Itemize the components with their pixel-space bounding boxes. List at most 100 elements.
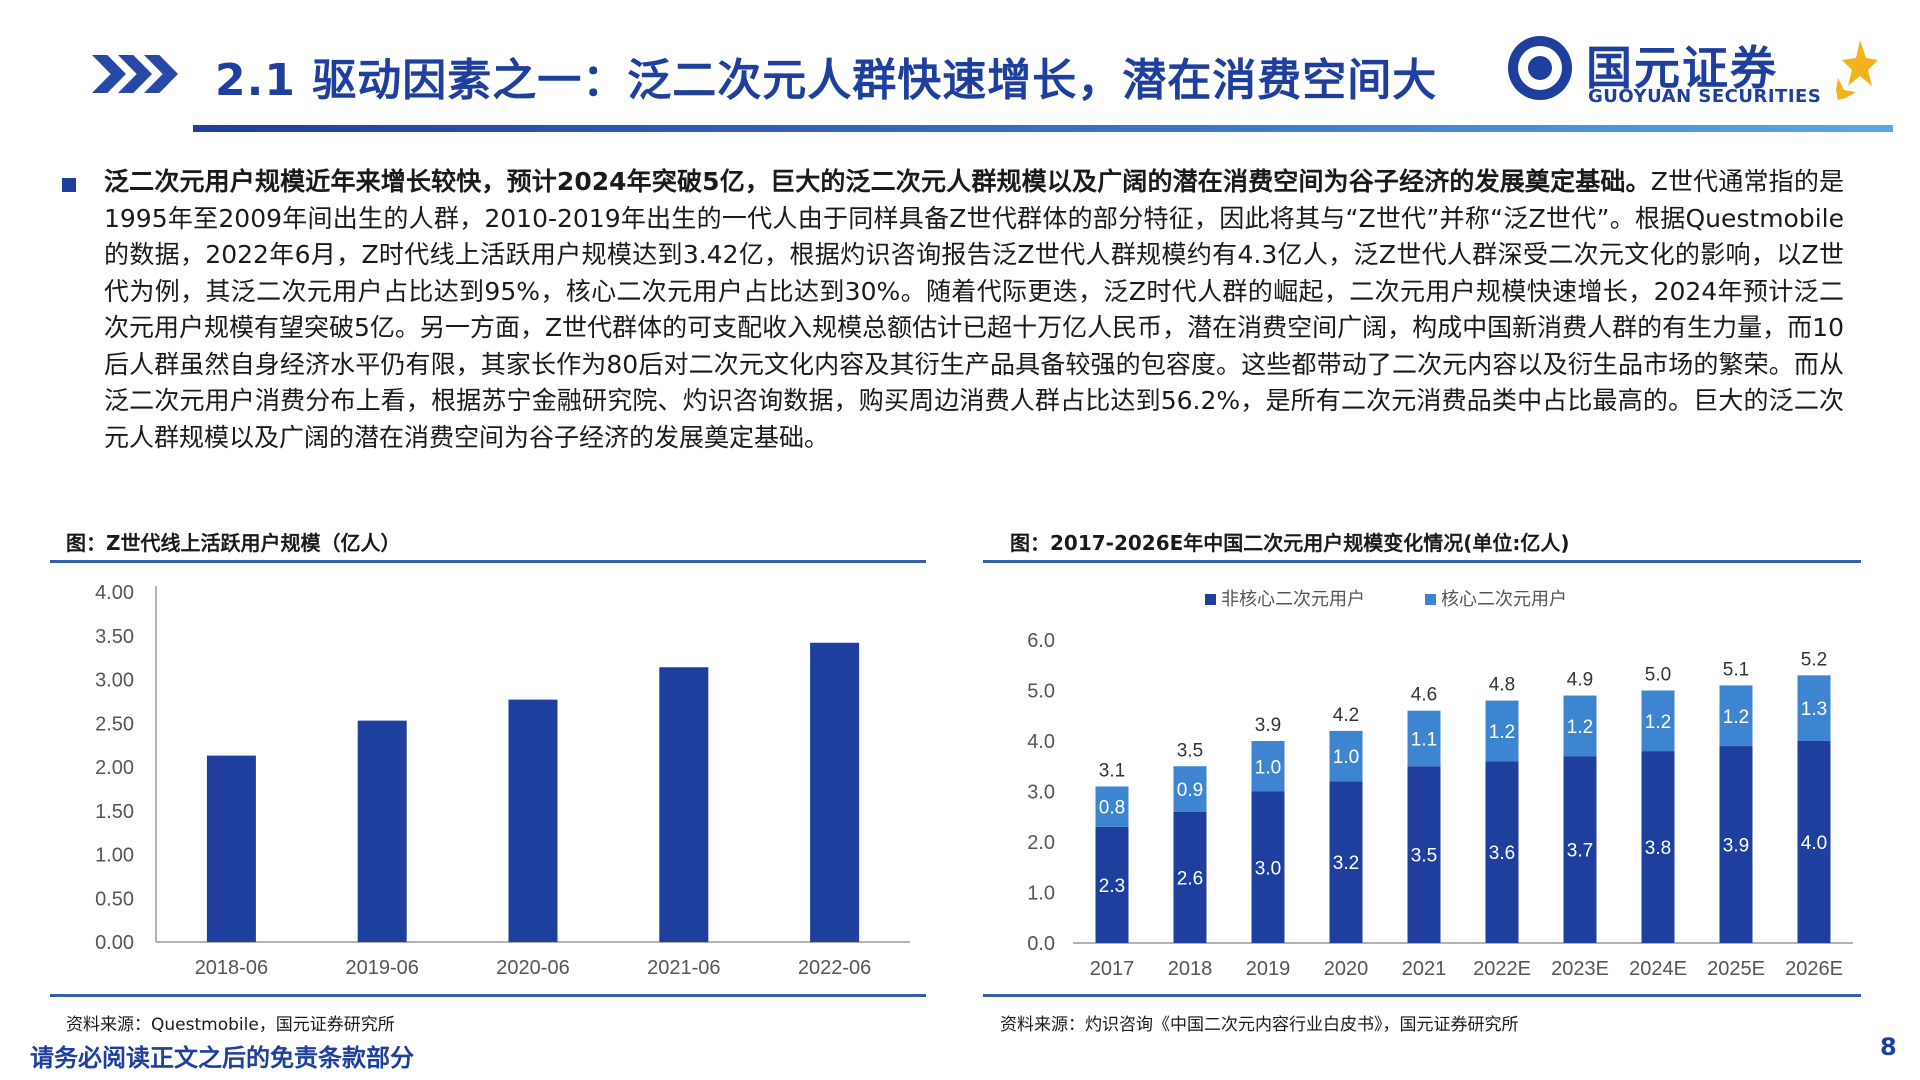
- bullet-square-icon: [62, 178, 76, 192]
- logo-name-cn: 国元证券: [1586, 41, 1778, 95]
- bar-segment-label: 1.2: [1645, 712, 1671, 733]
- bar-total-label: 3.9: [1255, 715, 1281, 736]
- right-chart: 非核心二次元用户 核心二次元用户 0.0 1.0 2.0 3.0 4.0 5.0 6.0 2.3 0…: [1027, 589, 1853, 980]
- x-tick-label: 2023E: [1551, 958, 1609, 980]
- stacked-bar-segment: [1095, 826, 1129, 943]
- bar-segment-label: 1.1: [1411, 729, 1437, 750]
- x-tick-label: 2018: [1168, 958, 1213, 980]
- y-tick-label: 1.00: [95, 845, 134, 867]
- x-tick-label: 2025E: [1707, 958, 1765, 980]
- logo-name-en: GUOYUAN SECURITIES: [1588, 86, 1822, 107]
- company-logo: 国元证券 GUOYUAN SECURITIES: [1508, 34, 1878, 114]
- y-tick-label: 2.0: [1027, 832, 1055, 854]
- y-tick-label: 1.0: [1027, 883, 1055, 905]
- right-chart-source: 资料来源：灼识咨询《中国二次元内容行业白皮书》，国元证券研究所: [1000, 1015, 1519, 1035]
- y-tick-label: 1.50: [95, 801, 134, 823]
- page-number: 8: [1880, 1033, 1897, 1061]
- stacked-bar-segment: [1719, 746, 1753, 943]
- stacked-bar-segment: [1641, 690, 1675, 752]
- x-tick-label: 2017: [1090, 958, 1135, 980]
- bar-segment-label: 0.8: [1099, 798, 1125, 819]
- logo-mark-icon: [1508, 36, 1572, 100]
- bar-segment-label: 1.0: [1255, 757, 1281, 778]
- y-tick-label: 3.00: [95, 670, 134, 692]
- x-tick-label: 2024E: [1629, 958, 1687, 980]
- bar-segment-label: 2.6: [1177, 868, 1203, 889]
- y-tick-label: 2.00: [95, 757, 134, 779]
- bar-segment-label: 3.6: [1489, 843, 1515, 864]
- title-chevrons: [92, 55, 178, 93]
- y-tick-label: 3.0: [1027, 782, 1055, 804]
- bar-total-label: 4.6: [1411, 685, 1437, 706]
- bar: [659, 667, 709, 942]
- bar-segment-label: 4.0: [1801, 833, 1827, 854]
- left-chart-bottom-rule: [50, 994, 926, 997]
- title-rule: [193, 125, 1893, 132]
- page-title: 2.1 驱动因素之一：泛二次元人群快速增长，潜在消费空间大: [215, 55, 1438, 106]
- right-chart-caption: 图：2017-2026E年中国二次元用户规模变化情况(单位:亿人): [1010, 531, 1570, 555]
- stacked-bar-segment: [1407, 710, 1441, 767]
- bar-segment-label: 2.3: [1099, 876, 1125, 897]
- stacked-bar-segment: [1563, 756, 1597, 943]
- bar-total-label: 4.9: [1567, 670, 1593, 691]
- bar-segment-label: 3.2: [1333, 853, 1359, 874]
- bar-segment-label: 3.0: [1255, 858, 1281, 879]
- bar-total-label: 4.2: [1333, 705, 1359, 726]
- left-chart-caption: 图：Z世代线上活跃用户规模（亿人）: [66, 531, 401, 555]
- x-tick-label: 2020: [1324, 958, 1369, 980]
- bar-total-label: 3.5: [1177, 740, 1203, 761]
- x-tick-label: 2022E: [1473, 958, 1531, 980]
- x-tick-label: 2021-06: [647, 957, 720, 979]
- legend-label: 核心二次元用户: [1441, 589, 1567, 609]
- bar-total-label: 5.1: [1723, 659, 1749, 680]
- bar: [508, 699, 558, 942]
- left-chart: 0.00 0.50 1.00 1.50 2.00 2.50 3.00 3.50 4.00 2018…: [95, 582, 910, 979]
- legend-swatch: [1425, 594, 1436, 605]
- legend-label: 非核心二次元用户: [1221, 589, 1365, 609]
- bar-total-label: 5.0: [1645, 665, 1671, 686]
- x-tick-label: 2019-06: [345, 957, 418, 979]
- left-chart-rule: [50, 560, 926, 563]
- x-tick-label: 2019: [1246, 958, 1291, 980]
- bar: [357, 720, 407, 942]
- stacked-bar-segment: [1407, 766, 1441, 943]
- legend-swatch: [1205, 594, 1216, 605]
- stacked-bar-segment: [1251, 741, 1285, 792]
- y-tick-label: 6.0: [1027, 630, 1055, 652]
- x-tick-label: 2026E: [1785, 958, 1843, 980]
- stacked-bar-segment: [1173, 766, 1207, 812]
- bar-segment-label: 1.3: [1801, 699, 1827, 720]
- bar: [810, 642, 860, 942]
- bar-total-label: 3.1: [1099, 760, 1125, 781]
- chevron-right-icon: [92, 55, 126, 93]
- stacked-bar-segment: [1563, 695, 1597, 757]
- bar-segment-label: 3.7: [1567, 841, 1593, 862]
- bar: [206, 755, 256, 942]
- stacked-bar-segment: [1329, 730, 1363, 782]
- bar-total-label: 4.8: [1489, 675, 1515, 696]
- logo-star-icon: [1836, 40, 1878, 100]
- y-tick-label: 4.00: [95, 582, 134, 604]
- y-tick-label: 0.50: [95, 888, 134, 910]
- x-tick-label: 2022-06: [798, 957, 871, 979]
- body-paragraph: 泛二次元用户规模近年来增长较快，预计2024年突破5亿，巨大的泛二次元人群规模以…: [104, 164, 1844, 456]
- body-text: Z世代通常指的是1995年至2009年间出生的人群，2010-2019年出生的一…: [104, 167, 1844, 452]
- stacked-bar-segment: [1719, 685, 1753, 747]
- y-tick-label: 5.0: [1027, 681, 1055, 703]
- bar-segment-label: 1.2: [1567, 717, 1593, 738]
- bar-segment-label: 1.0: [1333, 747, 1359, 768]
- stacked-bar-segment: [1641, 751, 1675, 943]
- bar-segment-label: 3.8: [1645, 838, 1671, 859]
- stacked-bar-segment: [1095, 786, 1129, 827]
- bar-total-label: 5.2: [1801, 649, 1827, 670]
- y-tick-label: 3.50: [95, 626, 134, 648]
- body-lead: 泛二次元用户规模近年来增长较快，预计2024年突破5亿，巨大的泛二次元人群规模以…: [104, 167, 1651, 196]
- bar-segment-label: 3.5: [1411, 846, 1437, 867]
- y-tick-label: 2.50: [95, 713, 134, 735]
- bar-segment-label: 1.2: [1489, 722, 1515, 743]
- bar-segment-label: 1.2: [1723, 707, 1749, 728]
- y-tick-label: 4.0: [1027, 731, 1055, 753]
- disclaimer-note: 请务必阅读正文之后的免责条款部分: [30, 1044, 414, 1072]
- right-chart-bottom-rule: [983, 994, 1861, 997]
- left-chart-source: 资料来源：Questmobile，国元证券研究所: [66, 1015, 395, 1035]
